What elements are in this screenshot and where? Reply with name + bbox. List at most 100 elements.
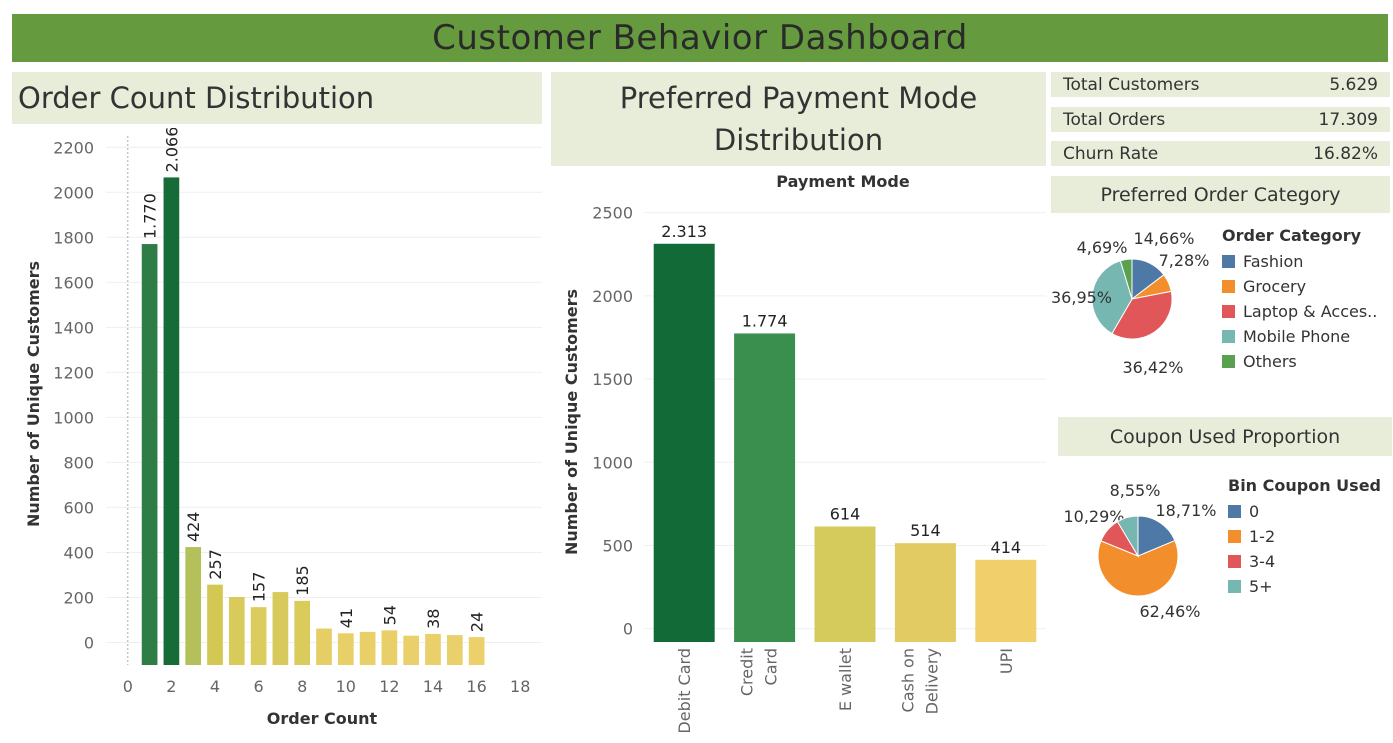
legend-swatch <box>1228 530 1241 543</box>
x-tick-label: Credit <box>738 648 757 696</box>
legend-label: Others <box>1243 352 1297 371</box>
bar <box>403 635 420 665</box>
legend-item[interactable]: 5+ <box>1228 574 1381 599</box>
legend-label: Fashion <box>1243 252 1304 271</box>
slice-label: 10,29% <box>1063 507 1124 526</box>
legend-label: Grocery <box>1243 277 1307 296</box>
x-tick-label: 0 <box>123 677 133 696</box>
x-tick-label: 18 <box>510 677 530 696</box>
order-category-legend: Order Category Fashion Grocery Laptop & Ac… <box>1222 226 1377 374</box>
pie-slice <box>1137 515 1176 557</box>
x-tick-label: 16 <box>466 677 486 696</box>
bar <box>975 559 1037 642</box>
legend-swatch <box>1222 355 1235 368</box>
legend-label: 1-2 <box>1249 527 1276 546</box>
kpi-label: Total Orders <box>1063 109 1166 130</box>
legend-swatch <box>1228 580 1241 593</box>
pie-slice <box>1097 539 1179 597</box>
data-label: 2.313 <box>661 222 707 241</box>
order-category-title: Preferred Order Category <box>1051 176 1390 213</box>
legend-item[interactable]: Others <box>1222 349 1377 374</box>
legend-item[interactable]: 0 <box>1228 499 1381 524</box>
y-axis-title: Number of Unique Customers <box>562 289 581 555</box>
kpi-churn-rate: Churn Rate 16.82% <box>1051 141 1390 166</box>
slice-label: 18,71% <box>1155 501 1216 520</box>
slice-label: 8,55% <box>1110 481 1161 500</box>
bar <box>468 637 485 665</box>
legend-item[interactable]: 1-2 <box>1228 524 1381 549</box>
legend-swatch <box>1222 255 1235 268</box>
legend-item[interactable]: Grocery <box>1222 274 1377 299</box>
y-tick-label: 0 <box>623 620 633 639</box>
payment-mode-chart: Payment Mode 0 500 1000 1500 2000 2500 2.313 Deb… <box>562 172 1046 734</box>
bar <box>814 526 876 642</box>
legend-swatch <box>1222 330 1235 343</box>
y-tick-label: 2200 <box>53 138 94 157</box>
payment-mode-title-text: Preferred Payment Mode Distribution <box>619 81 978 157</box>
dashboard-title: Customer Behavior Dashboard <box>12 14 1388 62</box>
slice-label: 36,95% <box>1051 288 1112 307</box>
data-label: 614 <box>830 505 861 524</box>
column-header: Payment Mode <box>776 172 910 191</box>
legend-label: 3-4 <box>1249 552 1276 571</box>
y-tick-label: 1400 <box>53 318 94 337</box>
bar <box>250 607 267 665</box>
legend-swatch <box>1228 555 1241 568</box>
data-label: 54 <box>380 605 399 625</box>
data-label: 38 <box>424 609 443 629</box>
legend-title: Bin Coupon Used <box>1228 476 1381 495</box>
data-label: 1.770 <box>141 193 160 239</box>
y-tick-label: 1500 <box>592 370 633 389</box>
legend-label: 0 <box>1249 502 1260 521</box>
legend-item[interactable]: Mobile Phone <box>1222 324 1377 349</box>
coupon-pie: 18,71% 62,46% 10,29% 8,55% <box>1063 481 1216 621</box>
pie-slice <box>1119 258 1133 300</box>
slice-label: 14,66% <box>1133 229 1194 248</box>
bar <box>207 584 223 665</box>
bar <box>446 635 463 665</box>
y-tick-label: 2000 <box>592 287 633 306</box>
coupon-proportion-title: Coupon Used Proportion <box>1058 417 1392 456</box>
x-tick-label: 10 <box>336 677 356 696</box>
bar <box>163 177 180 666</box>
pie-slice <box>1111 290 1173 340</box>
y-tick-label: 1600 <box>53 273 94 292</box>
x-tick-label: 6 <box>254 677 264 696</box>
legend-label: 5+ <box>1249 577 1273 596</box>
bar <box>359 631 376 665</box>
legend-label: Laptop & Acces.. <box>1243 302 1378 321</box>
bar <box>316 628 332 665</box>
x-tick-label: 2 <box>166 677 176 696</box>
y-tick-label: 500 <box>602 536 633 555</box>
x-axis-title: Order Count <box>267 709 378 728</box>
bar <box>734 333 796 642</box>
x-tick-label: 14 <box>423 677 443 696</box>
y-tick-label: 1000 <box>592 453 633 472</box>
legend-title: Order Category <box>1222 226 1362 245</box>
legend-item[interactable]: Laptop & Acces.. <box>1222 299 1377 324</box>
kpi-label: Total Customers <box>1063 74 1200 95</box>
data-label: 514 <box>910 521 941 540</box>
slice-label: 36,42% <box>1122 358 1183 377</box>
x-tick-label: 12 <box>379 677 399 696</box>
x-tick-label: UPI <box>997 648 1016 674</box>
data-label: 24 <box>468 612 487 632</box>
slice-label: 62,46% <box>1139 602 1200 621</box>
bar <box>337 633 354 665</box>
legend-item[interactable]: 3-4 <box>1228 549 1381 574</box>
order-count-title: Order Count Distribution <box>12 72 542 124</box>
y-tick-label: 2500 <box>592 204 633 223</box>
bar <box>272 592 289 665</box>
x-tick-label: Card <box>762 648 781 685</box>
data-label: 2.066 <box>162 128 181 172</box>
bar <box>228 597 245 665</box>
data-label: 257 <box>206 549 225 580</box>
slice-label: 4,69% <box>1077 238 1128 257</box>
y-tick-label: 1200 <box>53 363 94 382</box>
legend-swatch <box>1222 280 1235 293</box>
kpi-total-orders: Total Orders 17.309 <box>1051 107 1390 132</box>
bar <box>653 243 715 642</box>
bar <box>425 633 441 665</box>
legend-item[interactable]: Fashion <box>1222 249 1377 274</box>
kpi-label: Churn Rate <box>1063 143 1159 164</box>
